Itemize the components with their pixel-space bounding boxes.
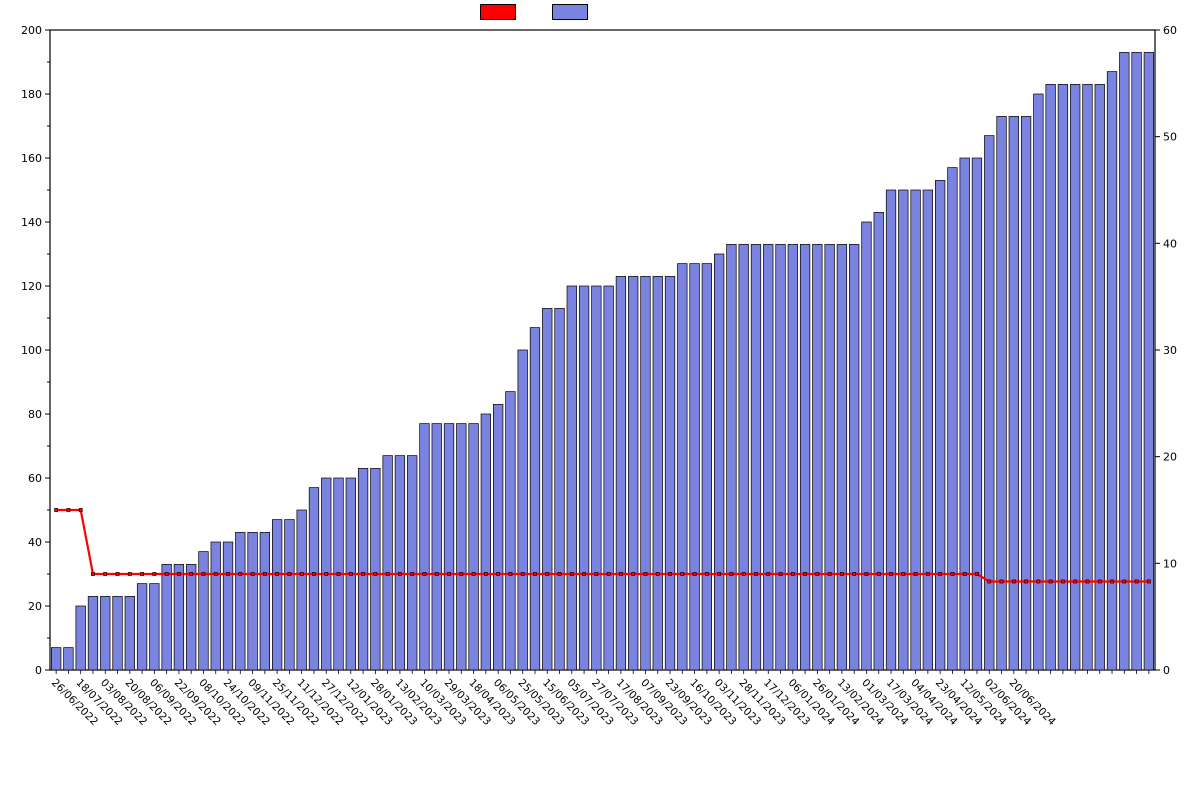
svg-text:0: 0: [1163, 664, 1170, 677]
svg-text:30: 30: [1163, 344, 1177, 357]
chart-container: 0 20 40 60 80 100 120 140 160 180 200 0 10 20 30 40 50 60…: [0, 0, 1200, 800]
svg-text:180: 180: [21, 88, 42, 101]
svg-text:50: 50: [1163, 131, 1177, 144]
svg-text:100: 100: [21, 344, 42, 357]
legend: [480, 4, 594, 20]
svg-text:200: 200: [21, 24, 42, 37]
chart-svg: 0 20 40 60 80 100 120 140 160 180 200 0 10 20 30 40 50 60…: [0, 0, 1200, 800]
svg-text:120: 120: [21, 280, 42, 293]
svg-text:10: 10: [1163, 557, 1177, 570]
svg-text:20: 20: [28, 600, 42, 613]
svg-text:140: 140: [21, 216, 42, 229]
legend-swatch: [552, 4, 588, 20]
svg-text:0: 0: [35, 664, 42, 677]
svg-text:40: 40: [1163, 237, 1177, 250]
svg-text:160: 160: [21, 152, 42, 165]
legend-item: [480, 4, 522, 20]
svg-text:20: 20: [1163, 451, 1177, 464]
svg-text:80: 80: [28, 408, 42, 421]
svg-text:60: 60: [1163, 24, 1177, 37]
svg-text:40: 40: [28, 536, 42, 549]
legend-item: [552, 4, 594, 20]
legend-swatch: [480, 4, 516, 20]
svg-text:60: 60: [28, 472, 42, 485]
